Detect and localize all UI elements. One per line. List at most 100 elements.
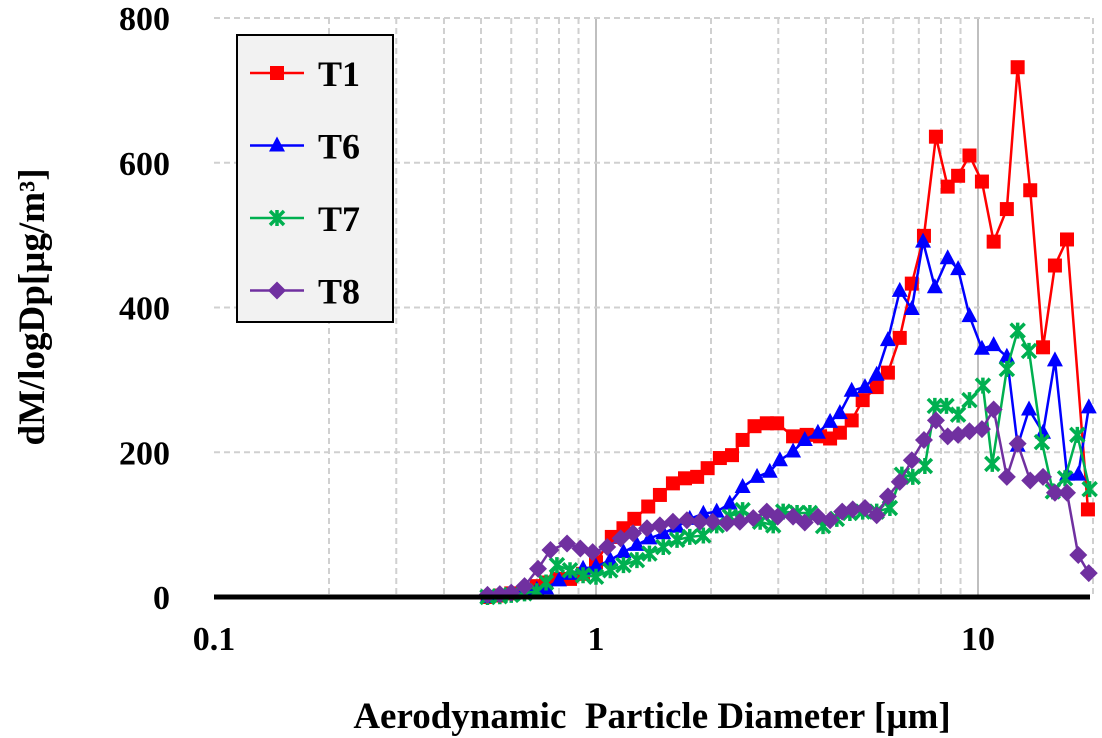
data-point-t7: [681, 528, 699, 546]
x-mark-stroke: [1081, 480, 1098, 498]
data-point-t8: [1021, 471, 1040, 490]
legend-marker-icon: [270, 66, 284, 80]
data-point-t6: [843, 381, 860, 397]
y-tick-label: 800: [119, 1, 170, 38]
data-point-t1: [832, 425, 847, 440]
x-mark-stroke: [974, 377, 992, 394]
data-point-t7: [984, 455, 1001, 473]
data-point-t6: [950, 260, 967, 276]
x-mark-stroke: [574, 567, 592, 584]
data-point-t8: [744, 509, 763, 528]
x-mark-stroke: [938, 397, 955, 415]
data-point-t7: [1009, 322, 1026, 339]
data-point-t7: [1033, 433, 1051, 451]
data-point-t8: [821, 511, 840, 530]
data-point-t1: [1023, 183, 1038, 198]
data-point-t6: [550, 571, 567, 587]
data-point-t1: [869, 380, 884, 395]
x-mark-stroke: [268, 209, 286, 227]
data-point-t7: [668, 531, 686, 549]
series-group: [478, 60, 1098, 606]
data-point-t8: [624, 524, 643, 543]
data-point-t6: [734, 477, 751, 493]
data-point-t6: [1080, 398, 1097, 414]
data-point-t1: [1060, 232, 1075, 247]
data-point-t1: [974, 174, 989, 189]
data-point-t8: [717, 514, 736, 533]
data-point-t7: [695, 527, 712, 544]
data-point-t8: [902, 451, 921, 470]
data-point-t1: [627, 511, 642, 526]
data-point-t6: [655, 524, 672, 540]
legend-item-t1: T1: [250, 54, 360, 94]
x-mark-stroke: [548, 556, 566, 574]
data-point-t8: [972, 420, 991, 439]
data-point-t6: [615, 543, 632, 559]
data-point-t8: [795, 513, 814, 532]
data-point-t7: [602, 561, 619, 579]
data-point-t6: [785, 442, 802, 458]
data-point-t1: [747, 419, 762, 434]
data-point-t8: [598, 538, 617, 557]
x-mark-stroke: [615, 556, 632, 574]
data-point-t1: [725, 448, 740, 463]
x-tick-label: 0.1: [193, 621, 236, 658]
data-point-t7: [1020, 342, 1038, 360]
x-mark-stroke: [668, 531, 686, 549]
data-point-t7: [916, 457, 934, 475]
data-point-t8: [855, 498, 874, 517]
y-axis-title: dM/logDp[µg/m³]: [12, 168, 53, 445]
data-point-t6: [939, 249, 956, 265]
data-point-t6: [809, 423, 826, 439]
legend: T1 T6 T7 T8: [236, 34, 394, 323]
data-point-t8: [926, 411, 945, 430]
x-mark-stroke: [1069, 426, 1086, 444]
data-point-t1: [1080, 502, 1095, 517]
data-point-t8: [1079, 564, 1098, 583]
data-point-t6: [628, 535, 645, 551]
x-mark-stroke: [561, 561, 579, 579]
data-point-t7: [949, 406, 967, 423]
x-mark-stroke: [537, 574, 555, 591]
data-point-t1: [786, 429, 801, 444]
data-point-t8: [984, 400, 1003, 419]
data-point-t1: [940, 179, 955, 194]
data-point-t7: [561, 561, 579, 579]
data-point-t8: [690, 512, 709, 531]
data-point-t1: [951, 168, 966, 183]
data-point-t7: [1081, 480, 1098, 498]
x-mark-stroke: [949, 406, 967, 423]
x-tick-label: 10: [961, 621, 995, 658]
data-point-t1: [962, 148, 977, 163]
legend-item-t7: T7: [250, 199, 360, 239]
data-point-t7: [548, 556, 566, 574]
data-point-t8: [960, 422, 979, 441]
legend-label: T1: [318, 54, 360, 94]
data-point-t6: [822, 412, 839, 428]
data-point-t1: [892, 330, 907, 345]
data-point-t6: [856, 378, 873, 394]
data-point-t7: [998, 360, 1016, 378]
x-mark-stroke: [961, 391, 978, 409]
legend-box: [236, 34, 394, 323]
data-point-t7: [938, 397, 955, 415]
data-point-t8: [677, 511, 696, 530]
data-point-t8: [650, 516, 669, 535]
data-point-t1: [770, 416, 785, 431]
x-mark-stroke: [1033, 433, 1051, 451]
data-point-t7: [641, 545, 658, 562]
legend-marker-icon: [268, 281, 286, 300]
data-point-t1: [844, 413, 859, 428]
data-point-t6: [796, 430, 813, 446]
data-point-t6: [879, 331, 896, 347]
data-point-t6: [891, 281, 908, 297]
data-point-t1: [1047, 258, 1062, 273]
data-point-t6: [749, 467, 766, 483]
data-point-t6: [761, 462, 778, 478]
data-point-t6: [602, 551, 619, 567]
x-mark-stroke: [681, 528, 699, 546]
data-point-t8: [541, 540, 560, 559]
tick-labels: 0 200 400 600 800 0.1 1 10: [119, 1, 995, 658]
data-point-t6: [1021, 400, 1038, 416]
